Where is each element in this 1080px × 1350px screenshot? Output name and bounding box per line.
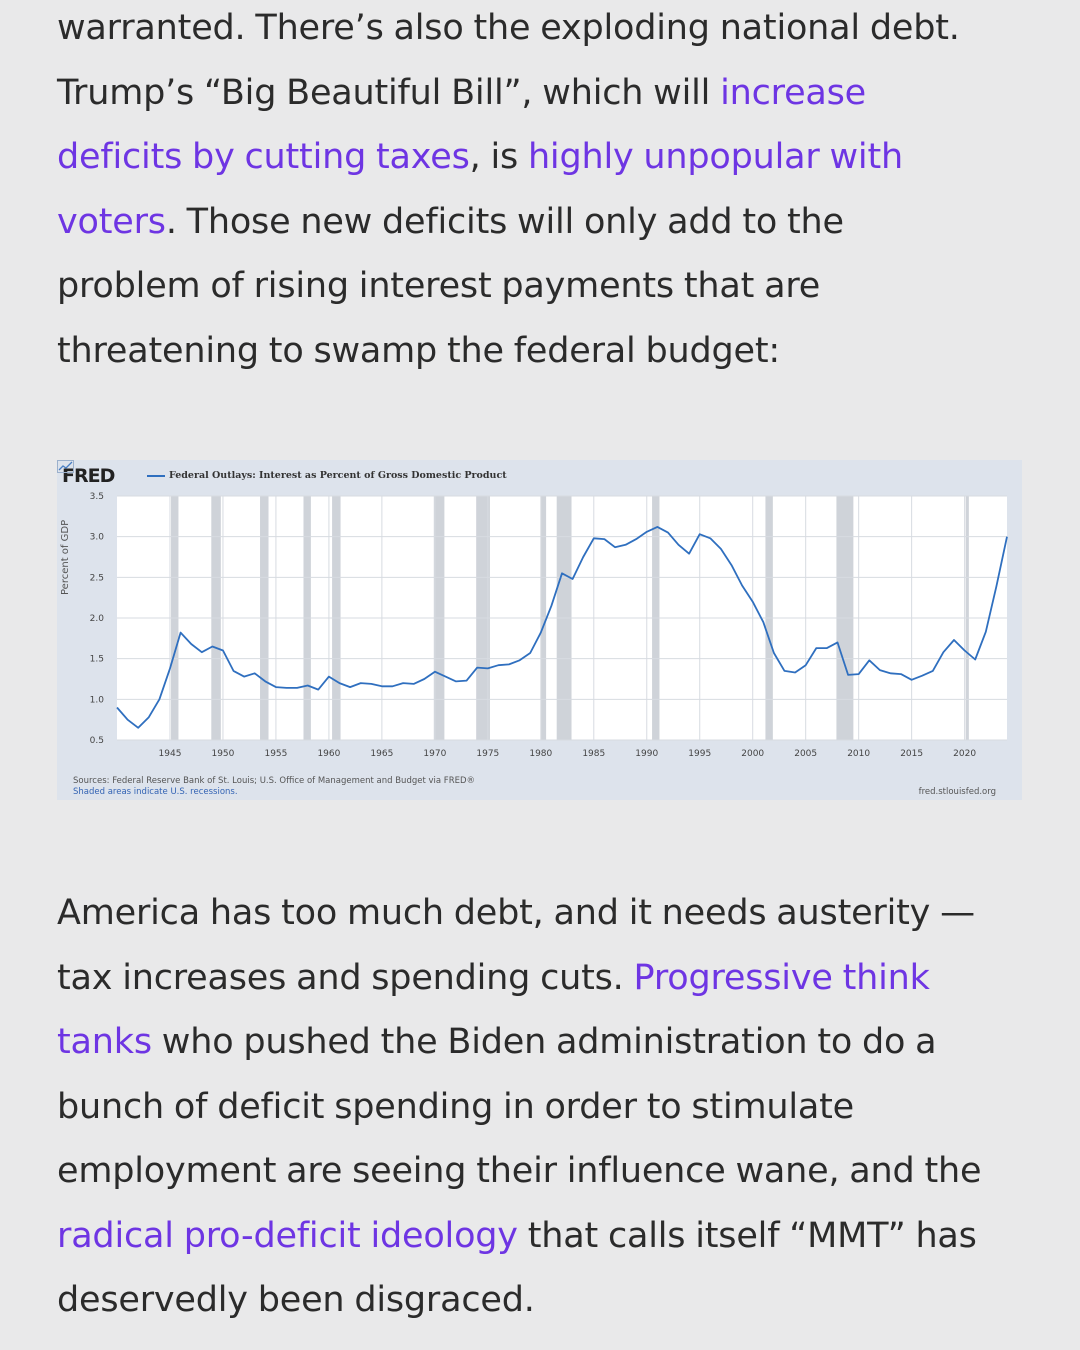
text-run: . Those new deficits will only add to th…: [165, 201, 844, 242]
text-run: tax increases and spending cuts.: [57, 957, 634, 998]
text-run: bunch of deficit spending in order to st…: [57, 1086, 854, 1127]
text-run: warranted. There’s also the exploding na…: [57, 8, 960, 48]
text-line: tanks who pushed the Biden administratio…: [57, 1010, 1047, 1075]
x-tick-label: 1960: [317, 749, 340, 759]
chart-plot: 0.5 1.0 1.5 2.0 2.5 3.0 3.5 1945 1950 1955 1960 196…: [90, 492, 1008, 759]
x-tick-label: 1985: [582, 749, 605, 759]
x-tick-label: 2000: [741, 749, 764, 759]
article-paragraph-bottom: America has too much debt, and it needs …: [57, 881, 1047, 1333]
link-highly-unpopular-cont[interactable]: voters: [57, 201, 166, 242]
chart-title: Federal Outlays: Interest as Percent of …: [169, 470, 507, 481]
text-run: that calls itself “MMT” has: [517, 1215, 977, 1256]
article-paragraph-top: warranted. There’s also the exploding na…: [57, 0, 1047, 383]
x-tick-label: 2005: [794, 749, 817, 759]
text-line: deservedly been disgraced.: [57, 1268, 1047, 1333]
x-tick-label: 1975: [476, 749, 499, 759]
link-increase-deficits[interactable]: increase: [720, 72, 867, 113]
text-run: who pushed the Biden administration to d…: [151, 1022, 937, 1062]
fred-chart[interactable]: FRED Federal Outlays: Interest as Percen…: [57, 460, 1022, 800]
x-tick-label: 1970: [423, 749, 446, 759]
link-highly-unpopular[interactable]: highly unpopular with: [527, 137, 903, 177]
text-line: warranted. There’s also the exploding na…: [57, 0, 1047, 61]
x-tick-label: 1955: [264, 749, 287, 759]
text-line: America has too much debt, and it needs …: [57, 881, 1047, 946]
y-tick-label: 2.0: [90, 614, 105, 624]
fred-chart-icon: [57, 460, 74, 473]
text-run: deservedly been disgraced.: [57, 1280, 535, 1320]
series-line: [116, 526, 1008, 729]
text-line: employment are seeing their influence wa…: [57, 1139, 1047, 1204]
y-tick-label: 3.5: [90, 492, 104, 502]
x-tick-label: 1945: [159, 749, 182, 759]
text-run: problem of rising interest payments that…: [57, 266, 821, 306]
text-line: bunch of deficit spending in order to st…: [57, 1075, 1047, 1140]
text-line: Trump’s “Big Beautiful Bill”, which will…: [57, 61, 1047, 126]
chart-legend: Federal Outlays: Interest as Percent of …: [147, 470, 507, 481]
x-tick-label: 1950: [211, 749, 234, 759]
x-tick-label: 1965: [370, 749, 393, 759]
text-line: deficits by cutting taxes, is highly unp…: [57, 125, 1047, 190]
x-tick-label: 1995: [688, 749, 711, 759]
y-tick-label: 0.5: [90, 736, 104, 746]
recession-note: Shaded areas indicate U.S. recessions.: [73, 787, 238, 797]
x-tick-label: 2010: [847, 749, 870, 759]
text-run: threatening to swamp the federal budget:: [57, 330, 780, 371]
y-tick-label: 2.5: [90, 573, 104, 583]
link-increase-deficits-cont[interactable]: deficits by cutting taxes: [57, 137, 470, 177]
text-run: employment are seeing their influence wa…: [57, 1151, 982, 1191]
legend-swatch: [147, 474, 165, 477]
text-line: radical pro-deficit ideology that calls …: [57, 1204, 1047, 1269]
y-tick-label: 1.0: [90, 695, 105, 705]
chart-sources: Sources: Federal Reserve Bank of St. Lou…: [73, 776, 476, 786]
fred-site-link[interactable]: fred.stlouisfed.org: [918, 787, 996, 797]
y-tick-label: 3.0: [90, 533, 105, 543]
link-progressive-think-tanks[interactable]: Progressive think: [633, 957, 930, 998]
fred-logo: FRED: [62, 465, 115, 487]
text-run: , is: [469, 137, 528, 177]
y-tick-label: 1.5: [90, 655, 104, 665]
x-tick-label: 2020: [953, 749, 976, 759]
link-progressive-think-tanks-cont[interactable]: tanks: [57, 1022, 152, 1062]
text-line: problem of rising interest payments that…: [57, 254, 1047, 319]
text-line: voters. Those new deficits will only add…: [57, 190, 1047, 255]
text-run: Trump’s “Big Beautiful Bill”, which will: [57, 72, 721, 113]
text-line: tax increases and spending cuts. Progres…: [57, 946, 1047, 1011]
x-tick-label: 2015: [900, 749, 923, 759]
x-tick-label: 1980: [529, 749, 552, 759]
text-line: threatening to swamp the federal budget:: [57, 319, 1047, 384]
text-run: America has too much debt, and it needs …: [57, 893, 975, 933]
link-radical-pro-deficit-ideology[interactable]: radical pro-deficit ideology: [57, 1215, 518, 1256]
x-tick-label: 1990: [635, 749, 658, 759]
